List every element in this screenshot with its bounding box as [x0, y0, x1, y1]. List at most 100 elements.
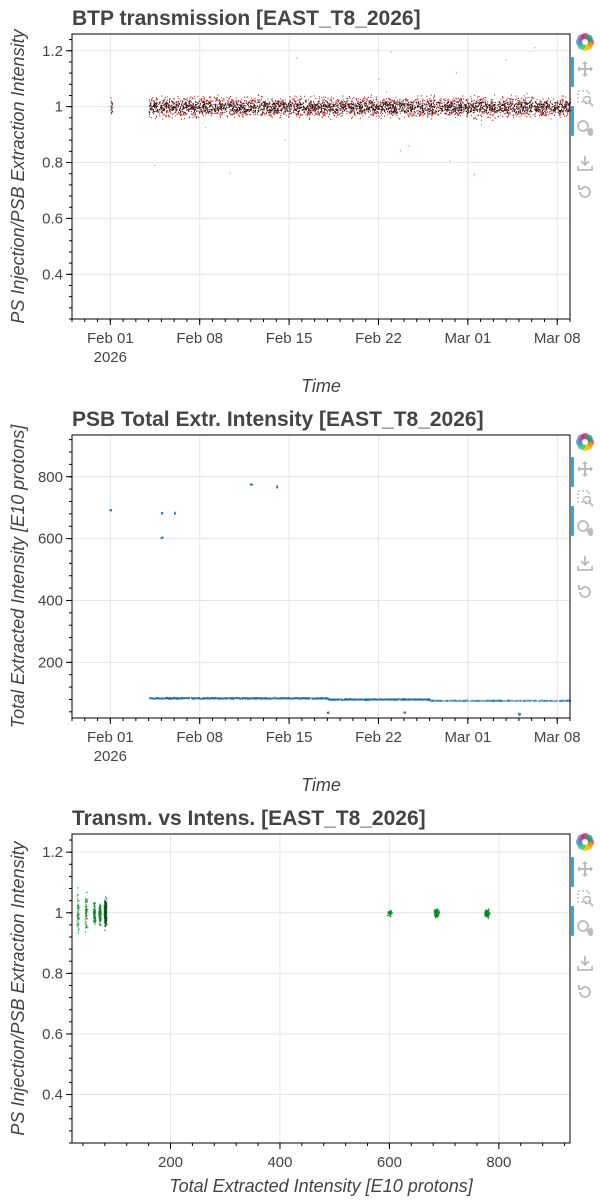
data-point [283, 103, 284, 104]
data-point [218, 697, 220, 699]
data-point [329, 114, 330, 115]
data-point [180, 106, 181, 107]
data-point [324, 106, 325, 107]
data-point [181, 105, 182, 106]
data-point [285, 103, 286, 104]
data-point [367, 109, 368, 110]
active-tool-indicator [571, 106, 574, 136]
data-point [222, 114, 223, 115]
data-point [427, 117, 428, 118]
data-point [219, 106, 220, 107]
data-point [317, 114, 318, 115]
data-point [449, 114, 450, 115]
data-point [271, 100, 272, 101]
data-point [182, 109, 183, 110]
data-point [402, 108, 403, 109]
data-point [207, 698, 209, 700]
data-point [376, 100, 377, 101]
data-point [381, 109, 382, 110]
data-point [187, 107, 188, 108]
data-point [229, 98, 230, 99]
data-point [172, 106, 173, 107]
data-point [460, 115, 461, 116]
data-point [172, 114, 173, 115]
data-point [372, 103, 373, 104]
data-point [519, 106, 520, 107]
data-point [517, 114, 518, 115]
data-point [463, 112, 464, 113]
data-point [527, 104, 528, 105]
wheel-zoom-tool[interactable] [573, 118, 597, 138]
data-point [240, 100, 241, 101]
data-point [434, 106, 435, 107]
data-point [505, 101, 506, 102]
data-point [405, 106, 406, 107]
data-point [424, 114, 425, 115]
box-zoom-tool[interactable] [573, 88, 597, 108]
data-point [437, 114, 438, 115]
data-point [475, 103, 476, 104]
pan-tool[interactable] [573, 59, 597, 79]
data-point [304, 96, 305, 97]
data-point [341, 102, 342, 103]
bokeh-logo-tool[interactable] [573, 32, 597, 52]
data-point [366, 108, 367, 109]
data-point [560, 110, 561, 111]
data-point [255, 697, 257, 699]
save-tool[interactable] [573, 153, 597, 173]
data-point [525, 113, 526, 114]
data-point [515, 113, 516, 114]
data-point [304, 107, 305, 108]
data-point [173, 697, 175, 699]
data-point [247, 104, 248, 105]
data-point [246, 102, 247, 103]
data-point [191, 101, 192, 102]
data-point [236, 102, 237, 103]
data-point [214, 104, 215, 105]
data-point [520, 112, 521, 113]
data-point [524, 95, 525, 96]
reset-tool[interactable] [573, 182, 597, 202]
data-point [168, 698, 170, 700]
data-point [336, 100, 337, 101]
data-point [237, 697, 239, 699]
data-point [218, 107, 219, 108]
data-point [472, 107, 473, 108]
data-point [220, 103, 221, 104]
data-point [510, 107, 511, 108]
data-point [235, 101, 236, 102]
data-point [371, 95, 372, 96]
data-point [319, 98, 320, 99]
data-point [449, 112, 450, 113]
data-point [203, 115, 204, 116]
data-point [444, 102, 445, 103]
data-point [159, 114, 160, 115]
data-point [360, 99, 361, 100]
data-point [525, 110, 526, 111]
data-point [302, 114, 303, 115]
data-point [481, 105, 482, 106]
data-point [278, 112, 279, 113]
data-point [233, 110, 234, 111]
data-point [530, 108, 531, 109]
data-point [468, 103, 469, 104]
data-point [549, 112, 550, 113]
data-point [320, 112, 321, 113]
data-point [363, 101, 364, 102]
data-point [563, 96, 564, 97]
data-point [492, 115, 493, 116]
data-point [546, 108, 547, 109]
data-point [522, 109, 523, 110]
data-point [281, 105, 282, 106]
data-point [299, 106, 300, 107]
data-point [202, 111, 203, 112]
data-point [531, 97, 532, 98]
data-point [355, 106, 356, 107]
data-point [551, 110, 552, 111]
data-point [451, 111, 452, 112]
data-point [277, 108, 278, 109]
data-point [282, 108, 283, 109]
data-point [531, 106, 532, 107]
data-point [156, 111, 157, 112]
data-point [183, 113, 184, 114]
